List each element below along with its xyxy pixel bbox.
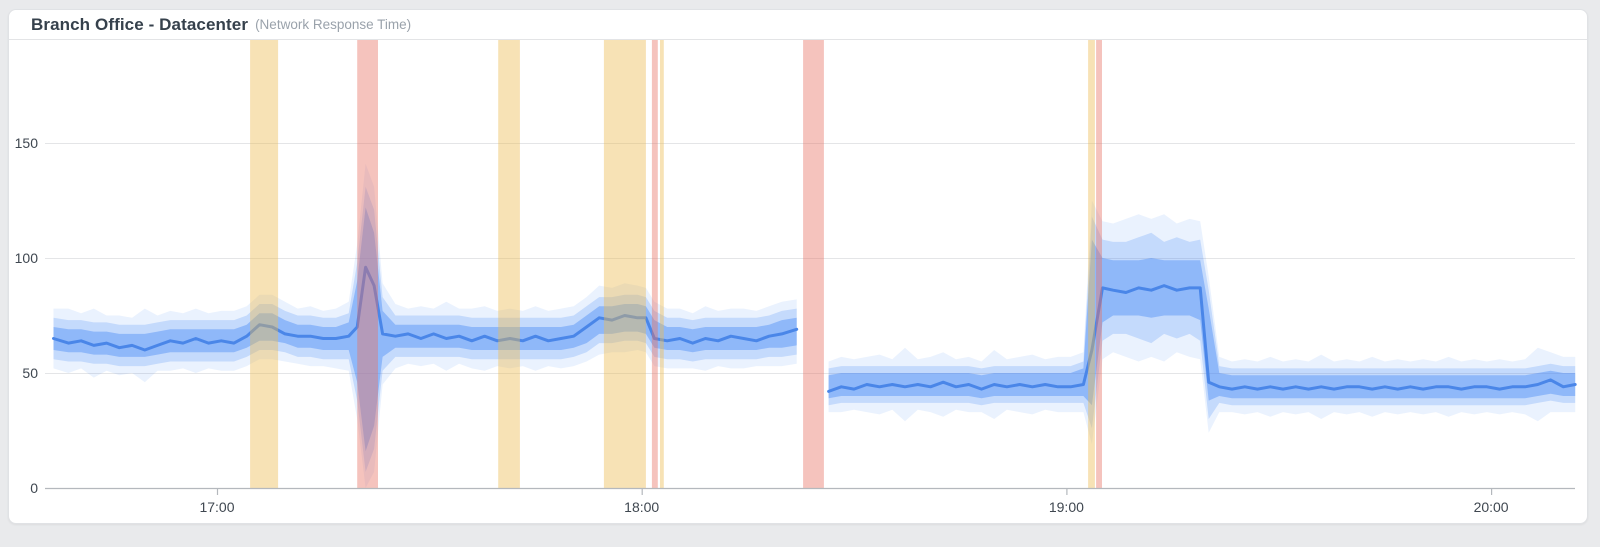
page-subtitle: (Network Response Time)	[255, 17, 412, 32]
anomaly-window-error[interactable]	[651, 40, 658, 488]
anomaly-windows	[250, 40, 1102, 488]
gridlines	[45, 143, 1575, 374]
chart-card-header: Branch Office - Datacenter (Network Resp…	[9, 10, 1587, 40]
anomaly-window-warning[interactable]	[603, 40, 646, 488]
anomaly-window-error[interactable]	[803, 40, 824, 488]
response-time-line[interactable]	[52, 265, 1577, 393]
x-axis	[45, 487, 1575, 495]
anomaly-window-warning[interactable]	[1088, 40, 1095, 488]
anomaly-window-warning[interactable]	[498, 40, 520, 488]
anomaly-window-warning[interactable]	[250, 40, 279, 488]
page-title: Branch Office - Datacenter	[31, 14, 249, 34]
anomaly-window-warning[interactable]	[660, 40, 664, 488]
anomaly-window-error[interactable]	[1096, 40, 1102, 488]
anomaly-window-error[interactable]	[357, 40, 378, 488]
chart-card: Branch Office - Datacenter (Network Resp…	[8, 9, 1588, 524]
